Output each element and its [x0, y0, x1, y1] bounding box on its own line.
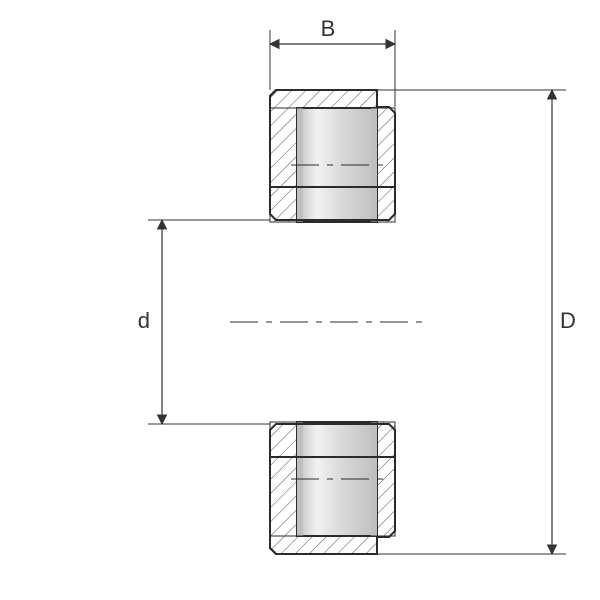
- dim-label-d: d: [138, 308, 150, 333]
- dim-label-D: D: [560, 308, 576, 333]
- dim-label-B: B: [321, 16, 336, 41]
- bearing-cross-section: B Dd: [0, 0, 600, 600]
